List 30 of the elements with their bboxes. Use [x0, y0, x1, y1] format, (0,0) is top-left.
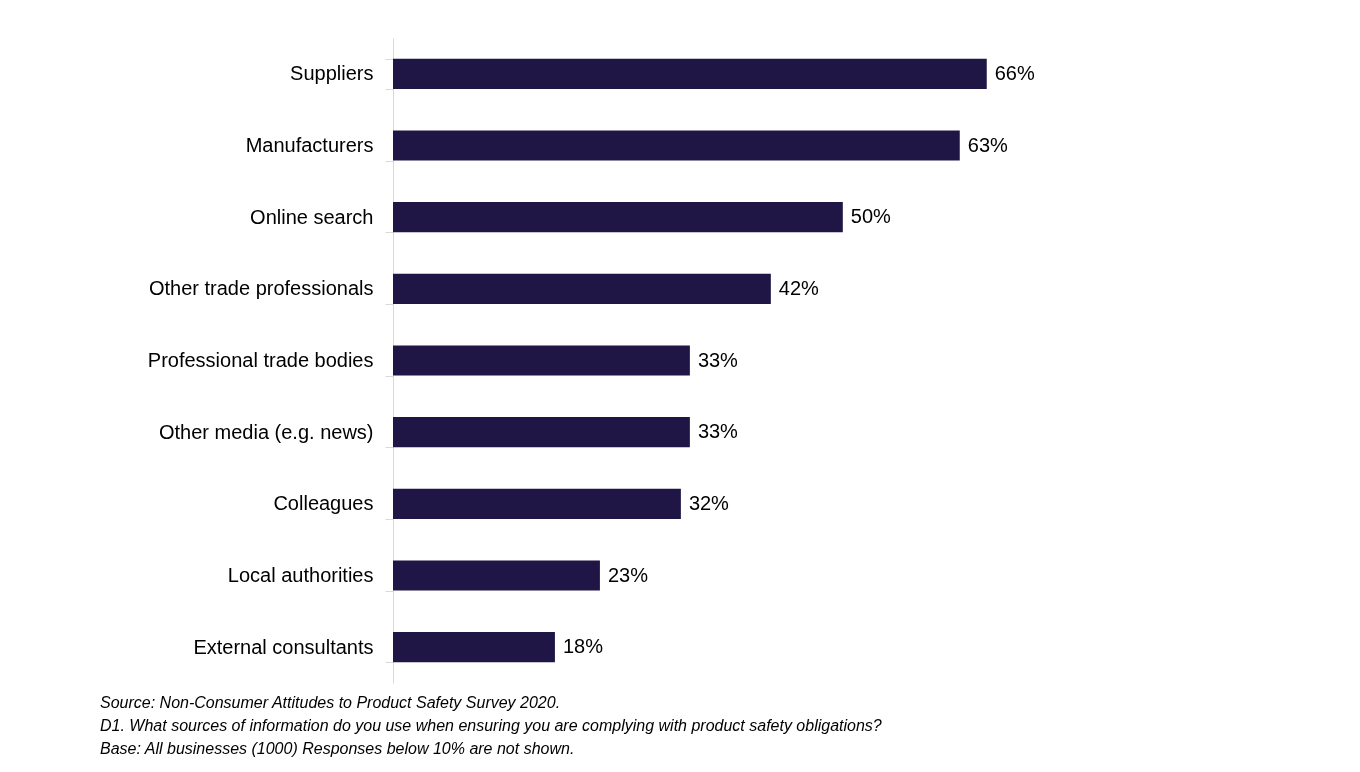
data-label: 23% [607, 563, 649, 586]
data-label: 50% [850, 205, 892, 228]
y-tick-label: Other media (e.g. news) [158, 420, 374, 443]
y-tick-label: Suppliers [290, 62, 374, 85]
y-tick-label: Online search [250, 205, 374, 228]
y-tick-label: Manufacturers [245, 134, 374, 156]
bar [393, 488, 681, 519]
text: Base: All businesses (1000) Responses below 10% are not shown. [100, 740, 575, 757]
bar [393, 130, 960, 161]
bar [393, 560, 600, 591]
data-label: 33% [697, 420, 739, 443]
data-label: 63% [967, 133, 1009, 156]
bar [393, 417, 690, 448]
bar [393, 202, 843, 233]
bar [393, 632, 555, 663]
text: D1. What sources of information do you use when ensuring you are complying with product safety obligations? [100, 717, 882, 734]
y-tick-label: External consultants [193, 635, 374, 658]
data-label: 18% [562, 635, 604, 658]
data-label: 32% [688, 491, 730, 514]
y-tick-label: Local authorities [227, 564, 374, 586]
data-label: 33% [697, 348, 739, 371]
bar [393, 345, 690, 376]
data-label: 66% [994, 61, 1035, 84]
y-tick-label: Colleagues [273, 492, 374, 515]
bar [393, 58, 987, 89]
source-note: Source: Non-Consumer Attitudes to Product Safety Survey 2020. [100, 694, 561, 711]
data-label: 42% [778, 276, 820, 299]
bar [393, 273, 771, 304]
y-tick-label: Professional trade bodies [147, 349, 374, 371]
y-tick-label: Other trade professionals [148, 277, 374, 300]
